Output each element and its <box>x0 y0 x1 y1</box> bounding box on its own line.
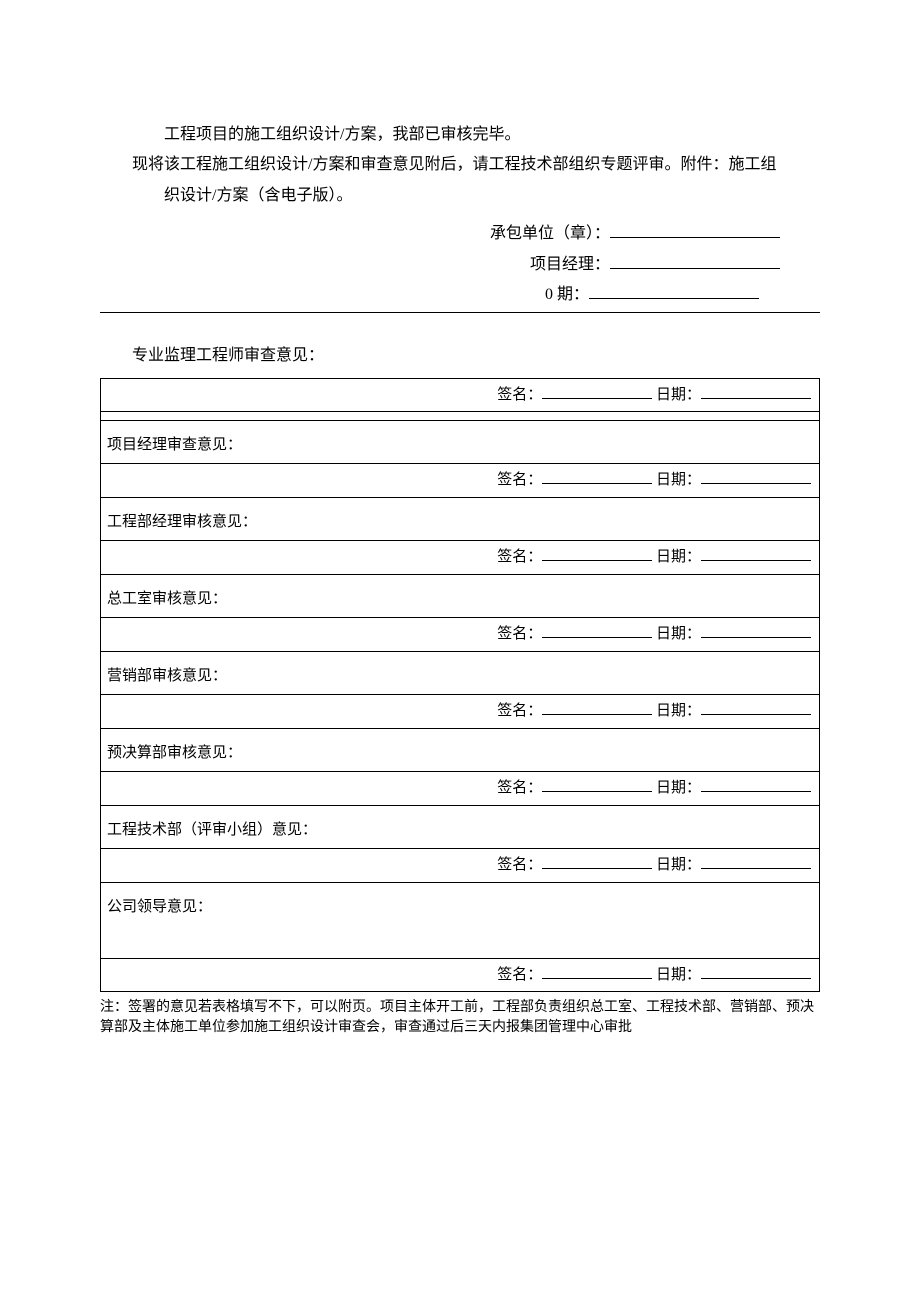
opinion-sig-row: 签名： 日期： <box>101 694 819 728</box>
opinion-sig-row: 签名： 日期： <box>101 771 819 805</box>
sig-blank[interactable] <box>542 469 652 484</box>
opinion-title: 项目经理审查意见： <box>101 421 819 464</box>
intro-line-1: 工程项目的施工组织设计/方案，我部已审核完毕。 <box>132 120 820 150</box>
sig-label: 签名： <box>497 703 542 719</box>
meta-label-date: 0 期： <box>545 286 589 303</box>
date-blank[interactable] <box>701 777 811 792</box>
sig-label: 签名： <box>497 549 542 565</box>
sig-label: 签名： <box>497 387 542 403</box>
sig-blank[interactable] <box>542 854 652 869</box>
date-blank[interactable] <box>701 623 811 638</box>
date-label: 日期： <box>656 626 701 642</box>
footnote: 注：签署的意见若表格填写不下，可以附页。项目主体开工前，工程部负责组织总工室、工… <box>100 998 820 1037</box>
date-blank[interactable] <box>701 964 811 979</box>
opinion-title: 工程技术部（评审小组）意见： <box>101 806 819 849</box>
opinion-title: 工程部经理审核意见： <box>101 498 819 541</box>
date-blank[interactable] <box>701 384 811 399</box>
blank-contractor[interactable] <box>610 222 780 238</box>
date-label: 日期： <box>656 472 701 488</box>
opinion-sig-row: 签名： 日期： <box>101 958 819 992</box>
sig-blank[interactable] <box>542 384 652 399</box>
opinion-row: 预决算部审核意见：签名： 日期： <box>101 728 820 805</box>
sig-label: 签名： <box>497 780 542 796</box>
intro-line-3: 织设计/方案（含电子版）。 <box>100 181 820 211</box>
meta-label-pm: 项目经理： <box>530 256 610 273</box>
opinion-title: 总工室审核意见： <box>101 575 819 618</box>
opinion-row: 公司领导意见：签名： 日期： <box>101 882 820 992</box>
opinion-title: 预决算部审核意见： <box>101 729 819 772</box>
opinion-sig-row: 签名： 日期： <box>101 540 819 574</box>
sig-label: 签名： <box>497 967 542 983</box>
date-label: 日期： <box>656 549 701 565</box>
date-label: 日期： <box>656 780 701 796</box>
opinion-rows-table: 项目经理审查意见：签名： 日期：工程部经理审核意见：签名： 日期：总工室审核意见… <box>100 420 820 993</box>
sig-blank[interactable] <box>542 777 652 792</box>
opinion-row: 营销部审核意见：签名： 日期： <box>101 651 820 728</box>
meta-label-contractor: 承包单位（章）： <box>490 225 610 242</box>
opinion-title: 公司领导意见： <box>101 883 819 958</box>
blank-pm[interactable] <box>610 253 780 269</box>
opinion-sig-row: 签名： 日期： <box>101 617 819 651</box>
supervisor-row: 签名： 日期： <box>101 378 820 412</box>
opinion-row: 总工室审核意见：签名： 日期： <box>101 574 820 651</box>
date-blank[interactable] <box>701 700 811 715</box>
sig-blank[interactable] <box>542 546 652 561</box>
date-blank[interactable] <box>701 546 811 561</box>
blank-date[interactable] <box>589 283 759 299</box>
sig-blank[interactable] <box>542 700 652 715</box>
opinion-row: 工程部经理审核意见：签名： 日期： <box>101 497 820 574</box>
date-label: 日期： <box>656 967 701 983</box>
opinion-row: 工程技术部（评审小组）意见：签名： 日期： <box>101 805 820 882</box>
opinion-row: 项目经理审查意见：签名： 日期： <box>101 420 820 497</box>
intro-line-2: 现将该工程施工组织设计/方案和审查意见附后，请工程技术部组织专题评审。附件：施工… <box>100 150 820 180</box>
sig-blank[interactable] <box>542 623 652 638</box>
sig-label: 签名： <box>497 472 542 488</box>
date-blank[interactable] <box>701 854 811 869</box>
opinion-sig-row: 签名： 日期： <box>101 463 819 497</box>
date-label: 日期： <box>656 387 701 403</box>
opinion-table: 签名： 日期： <box>100 378 820 420</box>
date-blank[interactable] <box>701 469 811 484</box>
supervisor-opinion-title: 专业监理工程师审查意见： <box>132 341 820 371</box>
opinion-title: 营销部审核意见： <box>101 652 819 695</box>
opinion-sig-row: 签名： 日期： <box>101 848 819 882</box>
sig-label: 签名： <box>497 857 542 873</box>
date-label: 日期： <box>656 703 701 719</box>
date-label: 日期： <box>656 857 701 873</box>
divider-line <box>100 312 820 313</box>
sig-label: 签名： <box>497 626 542 642</box>
meta-block: 承包单位（章）： 项目经理： 0 期： <box>100 219 820 310</box>
sig-blank[interactable] <box>542 964 652 979</box>
